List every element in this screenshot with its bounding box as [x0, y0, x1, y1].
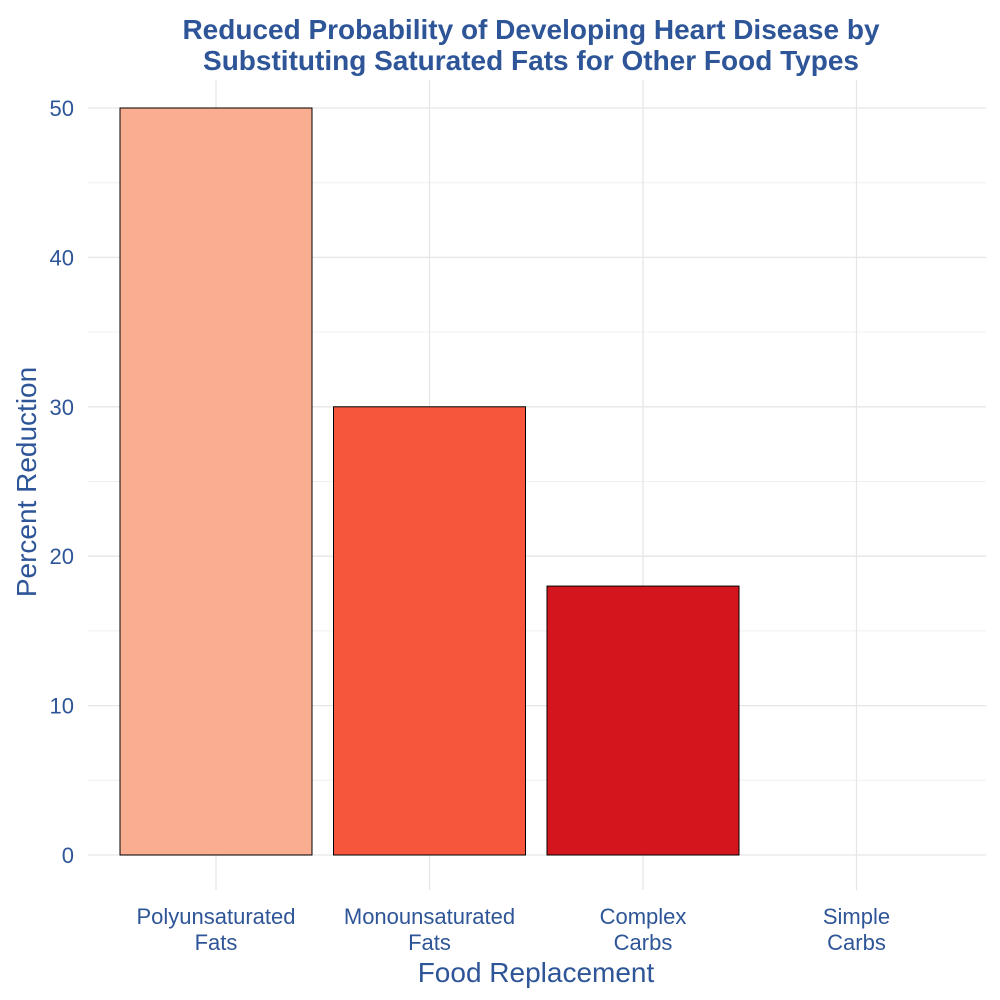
- y-axis-title: Percent Reduction: [11, 367, 42, 597]
- x-tick-label: Monounsaturated Fats: [344, 904, 515, 955]
- bar-polyunsaturated-fats: [119, 107, 313, 856]
- y-tick-label: 40: [50, 245, 74, 270]
- bar-monounsaturated-fats: [333, 406, 526, 856]
- y-tick-label: 20: [50, 544, 74, 569]
- bar-complex-carbs: [546, 585, 740, 856]
- x-tick-label-line: Carbs: [614, 930, 673, 955]
- x-tick-label: Complex Carbs: [600, 904, 687, 955]
- chart-title-line-2: Substituting Saturated Fats for Other Fo…: [203, 45, 859, 76]
- y-tick-label: 50: [50, 96, 74, 121]
- x-tick-label: Polyunsaturated Fats: [137, 904, 296, 955]
- x-axis-title: Food Replacement: [418, 957, 655, 988]
- y-tick-label: 0: [62, 843, 74, 868]
- bars: [119, 107, 740, 856]
- x-tick-label-line: Fats: [408, 930, 451, 955]
- y-tick-label: 30: [50, 395, 74, 420]
- x-tick-label-line: Carbs: [827, 930, 886, 955]
- chart-title-line-1: Reduced Probability of Developing Heart …: [182, 14, 880, 45]
- x-tick-label-line: Fats: [195, 930, 238, 955]
- x-tick-label-line: Simple: [823, 904, 890, 929]
- x-tick-label-line: Complex: [600, 904, 687, 929]
- y-tick-label: 10: [50, 694, 74, 719]
- y-tick-labels: 0 10 20 30 40 50: [50, 96, 74, 868]
- x-tick-label-line: Polyunsaturated: [137, 904, 296, 929]
- x-tick-label: Simple Carbs: [823, 904, 890, 955]
- x-tick-label-line: Monounsaturated: [344, 904, 515, 929]
